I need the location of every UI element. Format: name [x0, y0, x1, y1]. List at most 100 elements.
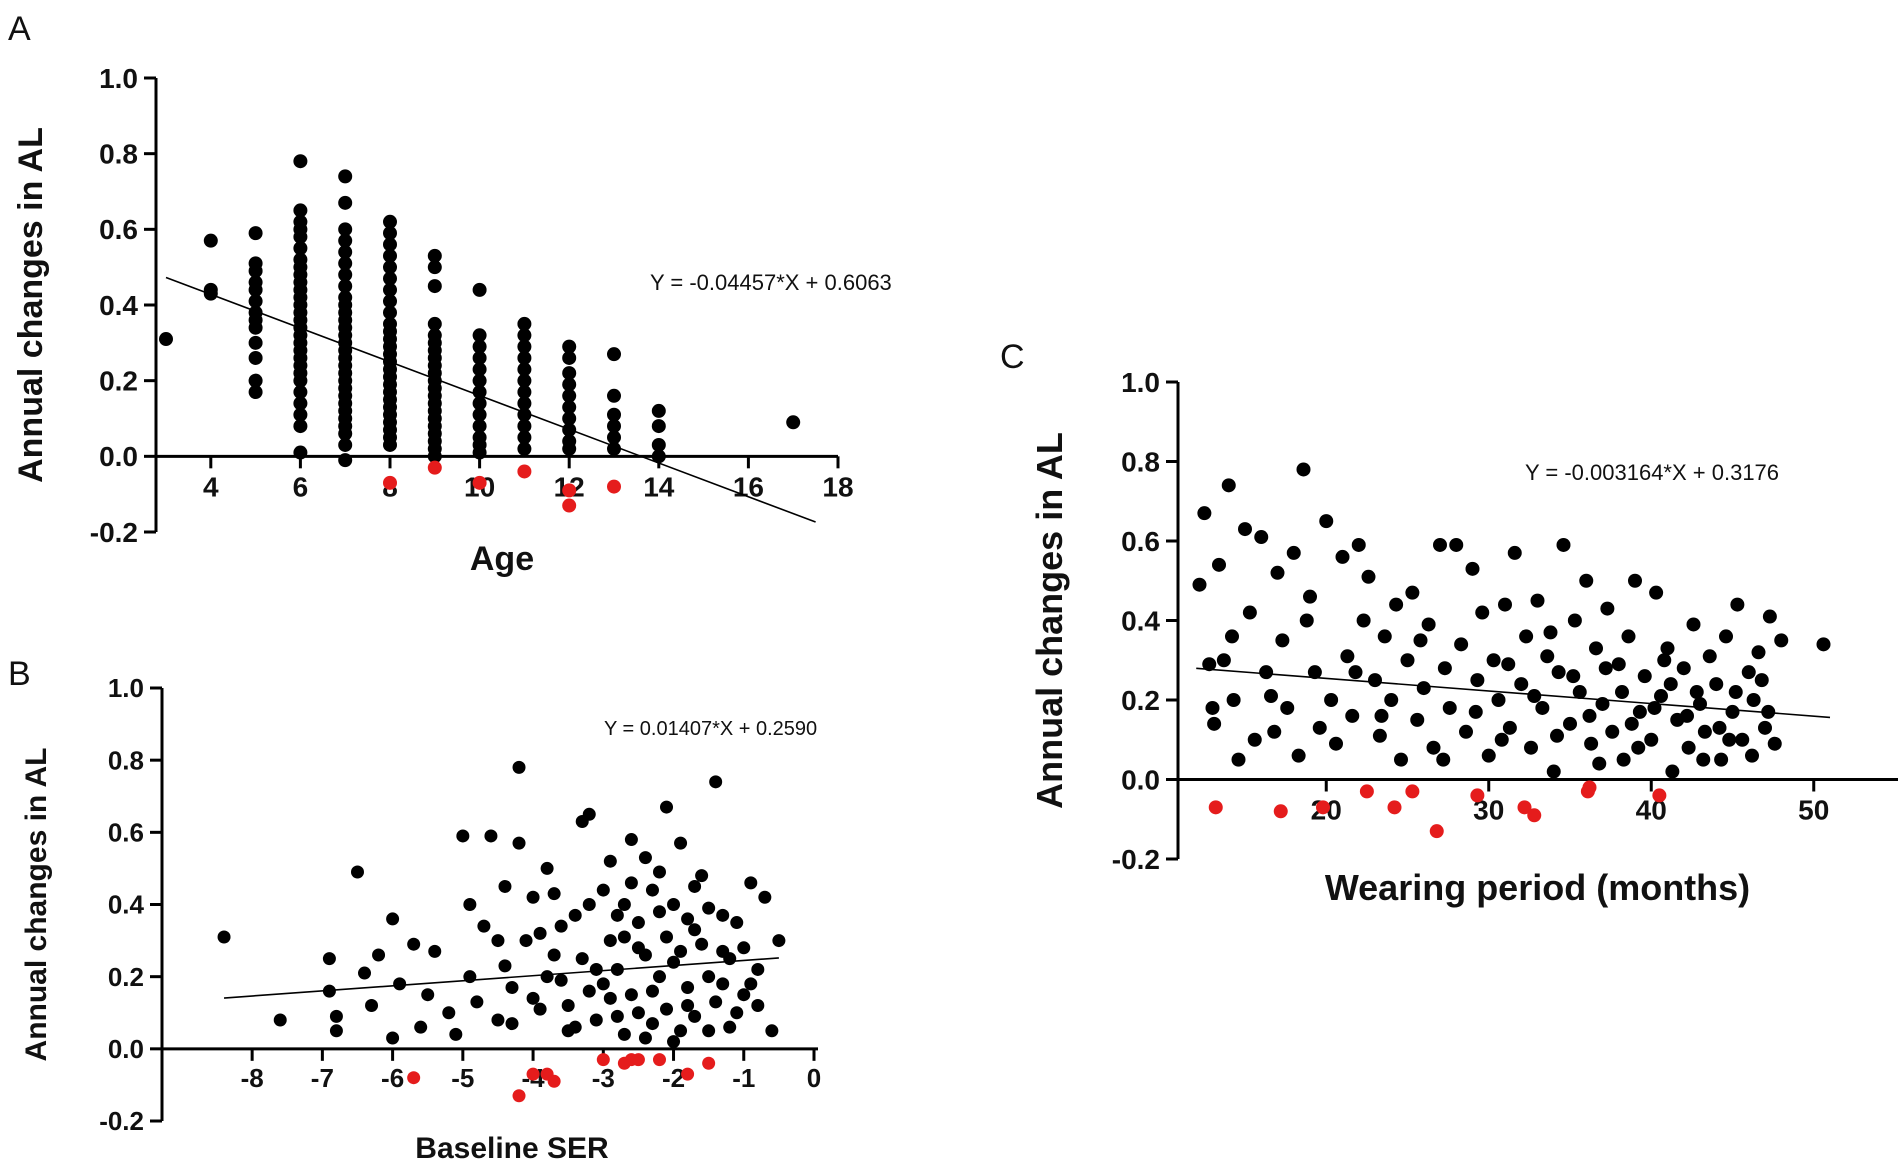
data-point — [596, 977, 610, 991]
x-axis-title: Wearing period (months) — [1325, 867, 1750, 908]
panel-a: A-0.20.00.20.40.60.81.04681012141618AgeA… — [8, 10, 892, 578]
data-point — [651, 419, 666, 434]
data-point — [293, 241, 308, 256]
data-point — [617, 930, 631, 944]
data-point — [1681, 740, 1696, 755]
data-point — [645, 883, 659, 897]
data-point — [1615, 685, 1629, 700]
data-point — [1725, 704, 1740, 719]
data-point — [372, 948, 386, 962]
data-point — [1746, 693, 1761, 707]
data-point — [472, 385, 487, 400]
data-point — [1410, 712, 1425, 727]
data-point — [519, 934, 533, 948]
data-point — [575, 952, 589, 966]
data-point — [248, 263, 263, 278]
data-point — [517, 419, 532, 434]
data-point — [582, 807, 596, 821]
data-point — [1405, 585, 1420, 600]
data-point — [568, 908, 582, 922]
data-point — [427, 260, 442, 275]
data-point — [1377, 629, 1392, 644]
negative-data-point — [512, 1089, 526, 1103]
data-point — [533, 926, 547, 940]
data-point — [428, 944, 442, 958]
data-point — [472, 445, 487, 460]
data-point — [159, 332, 173, 347]
data-point — [1280, 700, 1295, 715]
data-point — [1238, 522, 1252, 537]
data-point — [1702, 649, 1717, 664]
negative-data-point — [1208, 800, 1223, 815]
y-tick-label: 0.8 — [1121, 446, 1160, 477]
data-point — [1714, 752, 1729, 767]
data-point — [1192, 577, 1207, 592]
negative-data-point — [1652, 788, 1667, 803]
data-point — [1719, 629, 1733, 644]
data-point — [505, 1017, 519, 1031]
data-point — [554, 919, 568, 933]
x-tick-label: 4 — [203, 471, 219, 502]
data-point — [652, 905, 666, 919]
data-point — [293, 229, 308, 244]
data-point — [1524, 740, 1538, 755]
y-tick-label: 0.4 — [108, 890, 145, 920]
data-point — [1324, 693, 1339, 707]
regression-equation: Y = -0.04457*X + 0.6063 — [650, 270, 892, 295]
data-point — [472, 362, 487, 377]
panel-b: B-0.20.00.20.40.60.81.0-8-7-6-5-4-3-2-10… — [8, 655, 821, 1160]
data-point — [498, 959, 512, 973]
data-point — [652, 970, 666, 984]
data-point — [1494, 732, 1509, 747]
data-point — [329, 1024, 343, 1038]
data-point — [667, 955, 681, 969]
negative-data-point — [427, 460, 442, 475]
data-point — [1741, 665, 1756, 680]
regression-equation: Y = -0.003164*X + 0.3176 — [1525, 460, 1779, 485]
data-point — [512, 836, 526, 850]
negative-data-point — [1316, 800, 1330, 815]
data-point — [1481, 748, 1496, 763]
data-point — [562, 377, 577, 392]
data-point — [1735, 732, 1750, 747]
data-point — [1616, 752, 1631, 767]
data-point — [1816, 637, 1831, 652]
data-point — [607, 388, 621, 403]
data-point — [610, 908, 624, 922]
data-point — [1394, 752, 1408, 767]
data-point — [248, 282, 263, 297]
data-point — [631, 916, 645, 930]
x-tick-label: -8 — [241, 1063, 264, 1093]
data-point — [603, 854, 617, 868]
data-point — [472, 407, 487, 422]
data-point — [293, 396, 308, 411]
y-tick-label: 0.6 — [1121, 526, 1160, 557]
y-tick-label: -0.2 — [1112, 844, 1160, 875]
data-point — [695, 937, 709, 951]
data-point — [582, 898, 596, 911]
data-point — [709, 775, 723, 789]
data-point — [383, 437, 397, 452]
data-point — [1400, 653, 1415, 668]
data-point — [414, 1020, 428, 1034]
data-point — [562, 441, 577, 456]
data-point — [758, 890, 772, 904]
data-point — [472, 396, 487, 411]
data-point — [1657, 653, 1672, 668]
x-tick-label: 0 — [807, 1063, 821, 1093]
y-axis-title: Annual changes in AL — [20, 748, 53, 1062]
data-point — [472, 339, 487, 354]
data-point — [631, 1006, 645, 1020]
data-point — [248, 385, 263, 400]
data-point — [651, 403, 666, 418]
y-tick-label: 0.4 — [99, 290, 138, 321]
data-point — [293, 203, 308, 218]
data-point — [562, 411, 577, 426]
data-point — [1697, 724, 1712, 739]
data-point — [248, 294, 263, 309]
data-point — [1207, 716, 1222, 731]
data-point — [338, 267, 353, 282]
data-point — [589, 962, 603, 976]
data-point — [338, 437, 353, 452]
data-point — [1540, 649, 1555, 664]
